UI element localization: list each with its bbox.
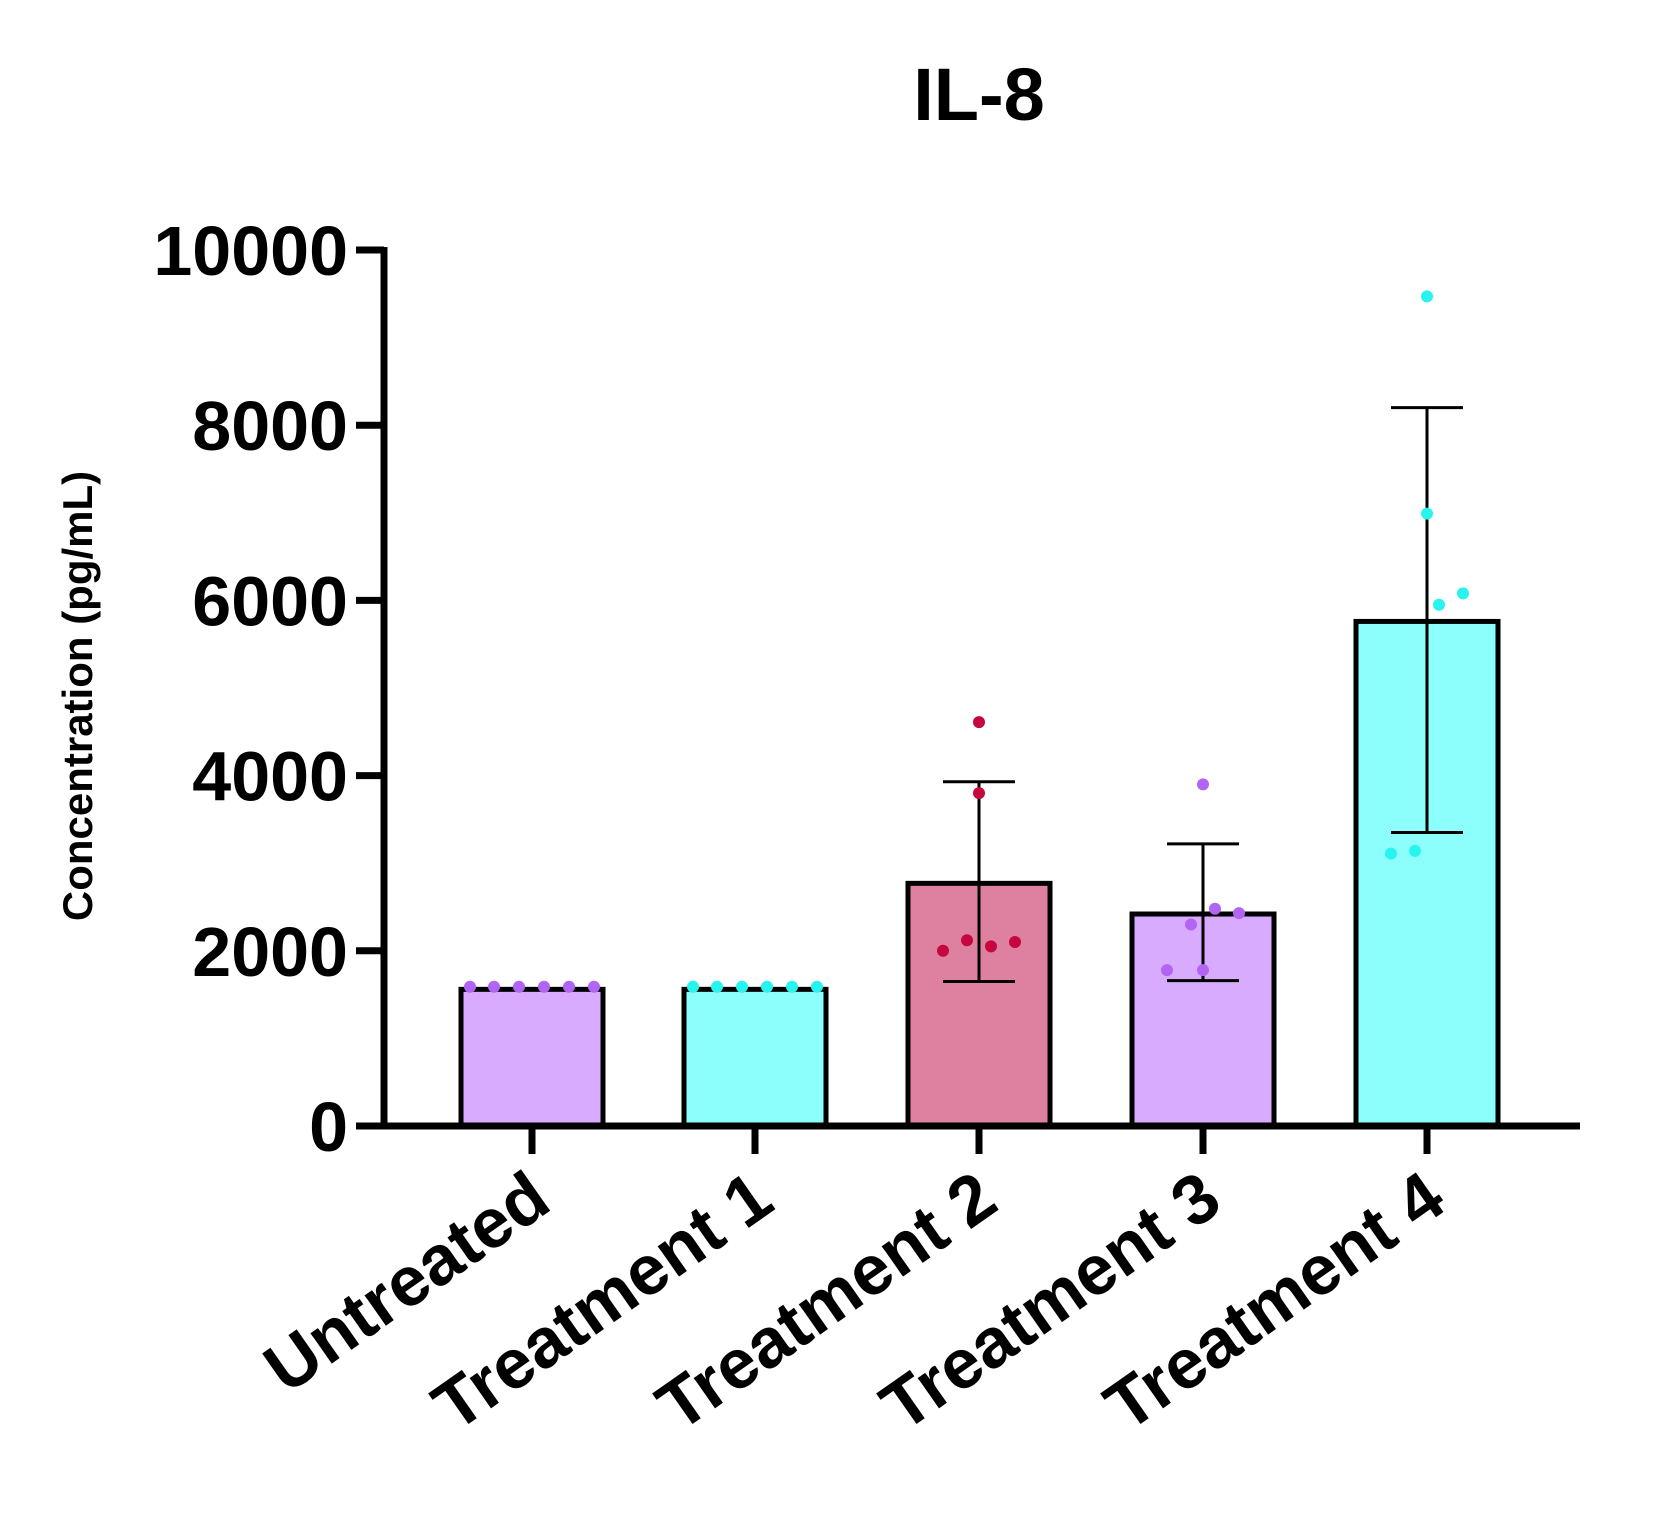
- data-point: [786, 980, 798, 993]
- data-point: [1409, 844, 1421, 857]
- y-axis-title: Concentration (pg/mL): [54, 471, 101, 921]
- y-tick-label: 8000: [192, 387, 348, 465]
- bar: [681, 986, 829, 1129]
- error-bars-layer: [943, 406, 1463, 983]
- data-point: [761, 980, 773, 993]
- data-point: [973, 716, 985, 729]
- data-point: [1233, 907, 1245, 920]
- data-point: [736, 980, 748, 993]
- data-point: [961, 934, 973, 947]
- y-tick-label: 4000: [192, 738, 348, 816]
- y-tick-label: 0: [309, 1088, 348, 1166]
- data-point: [1421, 290, 1433, 303]
- y-tick-label: 6000: [192, 562, 348, 640]
- data-point: [538, 980, 550, 993]
- data-point: [488, 980, 500, 993]
- data-point: [1457, 587, 1469, 600]
- chart-title: IL-8: [913, 53, 1045, 136]
- data-point: [1161, 964, 1173, 977]
- data-point: [1185, 918, 1197, 931]
- data-point: [1197, 778, 1209, 791]
- data-point: [513, 980, 525, 993]
- data-point: [985, 940, 997, 953]
- data-point: [937, 944, 949, 957]
- data-point: [1421, 507, 1433, 520]
- bar: [458, 986, 606, 1129]
- data-point: [1197, 964, 1209, 977]
- data-point: [588, 980, 600, 993]
- data-point: [563, 980, 575, 993]
- y-tick-label: 10000: [153, 212, 348, 290]
- data-point: [1009, 936, 1021, 949]
- y-tick-label: 2000: [192, 913, 348, 991]
- bar: [1129, 911, 1277, 1129]
- points-layer: [464, 290, 1469, 993]
- data-point: [973, 787, 985, 800]
- data-point: [464, 980, 476, 993]
- data-point: [687, 980, 699, 993]
- data-point: [1385, 847, 1397, 860]
- data-point: [1209, 902, 1221, 915]
- data-point: [711, 980, 723, 993]
- data-point: [1433, 598, 1445, 611]
- data-point: [811, 980, 823, 993]
